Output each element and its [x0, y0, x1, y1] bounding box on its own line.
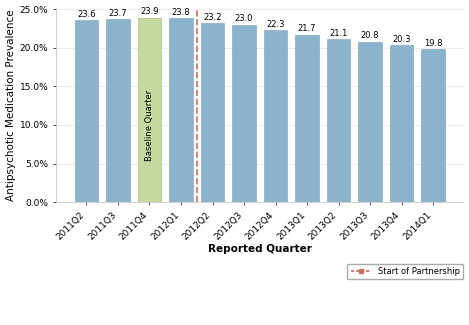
Bar	[327, 39, 350, 202]
Text: 19.8: 19.8	[424, 39, 442, 48]
Legend: Start of Partnership: Start of Partnership	[347, 264, 463, 279]
Text: 20.8: 20.8	[361, 31, 379, 40]
Text: 21.1: 21.1	[329, 29, 348, 38]
Text: 23.6: 23.6	[77, 10, 96, 19]
Text: 21.7: 21.7	[298, 24, 316, 33]
Text: 23.9: 23.9	[140, 7, 159, 16]
Bar	[75, 20, 98, 202]
Text: 20.3: 20.3	[393, 35, 411, 44]
Bar	[358, 42, 382, 202]
Y-axis label: Antipsychotic Medication Prevalence: Antipsychotic Medication Prevalence	[6, 10, 15, 202]
Text: 23.8: 23.8	[172, 8, 190, 17]
Text: 22.3: 22.3	[266, 20, 285, 29]
Bar	[201, 23, 224, 202]
Text: 23.0: 23.0	[235, 14, 253, 23]
Bar	[106, 19, 130, 202]
Text: 23.2: 23.2	[203, 13, 222, 22]
Text: 23.7: 23.7	[109, 9, 127, 18]
Bar	[138, 18, 161, 202]
Bar	[232, 24, 256, 202]
Bar	[264, 30, 287, 202]
X-axis label: Reported Quarter: Reported Quarter	[208, 244, 312, 254]
Bar	[169, 18, 193, 202]
Bar	[390, 46, 413, 202]
Text: Baseline Quarter: Baseline Quarter	[145, 89, 154, 161]
Bar	[295, 34, 319, 202]
Bar	[421, 49, 445, 202]
